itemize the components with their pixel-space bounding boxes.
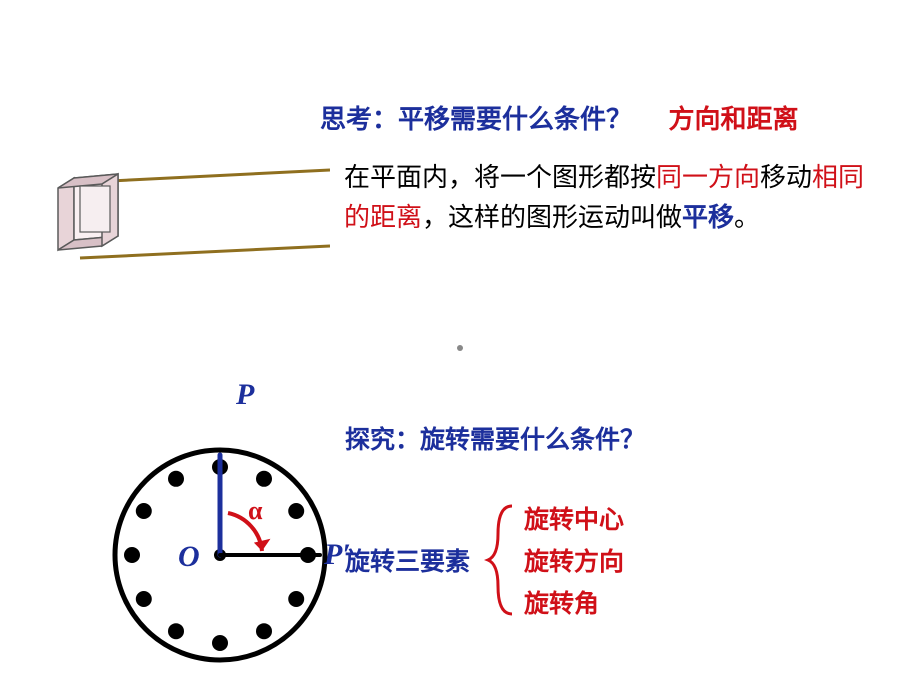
clock-hour-dot xyxy=(256,623,272,639)
translation-question: 平移需要什么条件？ xyxy=(398,104,632,134)
box-track-svg xyxy=(50,130,330,280)
clock-hour-dot xyxy=(124,547,140,563)
box-on-track-diagram xyxy=(50,130,330,285)
rotation-elements-label: 旋转三要素 xyxy=(345,542,470,578)
label-O: O xyxy=(178,540,200,574)
rotation-element-3: 旋转角 xyxy=(524,584,624,620)
rotation-element-2: 旋转方向 xyxy=(524,542,624,578)
rotation-question-prefix: 探究： xyxy=(345,426,420,454)
rotation-element-1: 旋转中心 xyxy=(524,500,624,536)
clock-hour-dot xyxy=(136,503,152,519)
clock-hour-dot xyxy=(256,471,272,487)
clock-diagram: P O P′ α xyxy=(70,390,310,670)
def-part3: ，这样的图形运动叫做 xyxy=(422,202,682,232)
def-red1: 同一方向 xyxy=(656,162,760,192)
def-part2: 移动 xyxy=(760,162,812,192)
clock-hour-dot xyxy=(168,623,184,639)
translation-question-line: 思考：平移需要什么条件？ 方向和距离 xyxy=(320,100,880,139)
clock-hour-dot xyxy=(168,471,184,487)
translation-definition: 在平面内，将一个图形都按同一方向移动相同的距离，这样的图形运动叫做平移。 xyxy=(344,157,880,238)
clock-hour-dot xyxy=(288,503,304,519)
rotation-question-line: 探究：旋转需要什么条件？ xyxy=(345,420,645,456)
rotation-elements-block: 旋转三要素 旋转中心 旋转方向 旋转角 xyxy=(345,500,624,620)
def-part1: 在平面内，将一个图形都按 xyxy=(344,162,656,192)
rotation-elements-list: 旋转中心 旋转方向 旋转角 xyxy=(524,500,624,620)
label-P: P xyxy=(236,378,254,412)
clock-hour-dot xyxy=(212,635,228,651)
translation-answer: 方向和距离 xyxy=(669,104,799,134)
clock-svg xyxy=(70,390,330,670)
def-blue1: 平移 xyxy=(682,202,734,232)
translation-text-block: 思考：平移需要什么条件？ 方向和距离 在平面内，将一个图形都按同一方向移动相同的… xyxy=(320,100,880,238)
clock-hour-dot xyxy=(136,591,152,607)
bracket-icon xyxy=(484,500,516,620)
page-center-dot xyxy=(457,345,463,351)
clock-hour-dot xyxy=(288,591,304,607)
label-alpha: α xyxy=(248,496,263,526)
question-prefix: 思考： xyxy=(320,104,398,134)
def-part4: 。 xyxy=(734,202,760,232)
rotation-question: 旋转需要什么条件？ xyxy=(420,426,645,454)
